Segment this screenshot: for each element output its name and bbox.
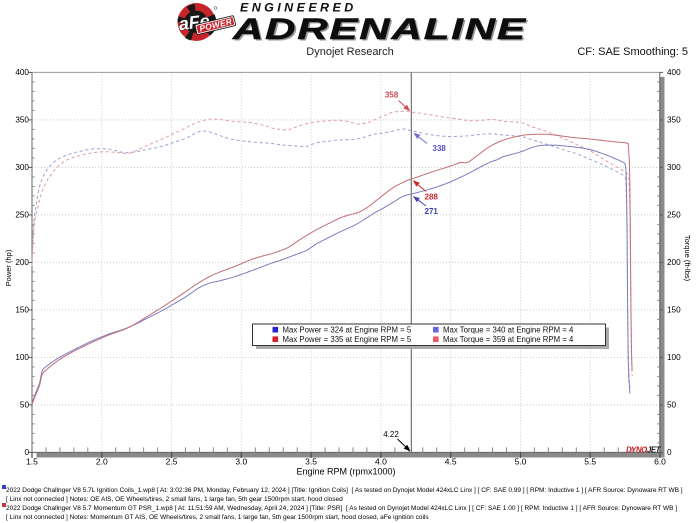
svg-text:Torque (ft-lbs): Torque (ft-lbs) — [683, 235, 692, 282]
svg-text:350: 350 — [667, 116, 681, 125]
svg-text:6.0: 6.0 — [654, 457, 666, 467]
svg-text:2.0: 2.0 — [96, 457, 108, 467]
svg-text:288: 288 — [425, 193, 439, 202]
svg-text:200: 200 — [15, 258, 29, 267]
svg-text:400: 400 — [667, 68, 681, 77]
svg-text:3.5: 3.5 — [305, 457, 317, 467]
svg-text:Power (hp): Power (hp) — [4, 249, 13, 286]
svg-text:DYNOJET: DYNOJET — [626, 446, 662, 455]
svg-text:4.5: 4.5 — [445, 457, 457, 467]
svg-text:200: 200 — [667, 258, 681, 267]
svg-text:0: 0 — [667, 448, 672, 457]
svg-text:338: 338 — [433, 144, 447, 153]
svg-text:50: 50 — [667, 401, 677, 410]
svg-text:358: 358 — [385, 91, 399, 100]
svg-text:100: 100 — [667, 353, 681, 362]
svg-text:Engine RPM (rpmx1000): Engine RPM (rpmx1000) — [296, 467, 395, 477]
svg-text:Max Power = 335 at Engine RPM: Max Power = 335 at Engine RPM = 5 — [283, 335, 412, 344]
svg-text:250: 250 — [15, 211, 29, 220]
svg-text:Max Power = 324 at Engine RPM: Max Power = 324 at Engine RPM = 5 — [283, 326, 412, 335]
svg-text:50: 50 — [20, 401, 30, 410]
svg-text:271: 271 — [425, 207, 439, 216]
svg-text:350: 350 — [15, 116, 29, 125]
svg-text:5.0: 5.0 — [515, 457, 527, 467]
svg-text:400: 400 — [15, 68, 29, 77]
svg-text:1.5: 1.5 — [26, 457, 38, 467]
svg-text:300: 300 — [667, 163, 681, 172]
svg-text:Max Torque = 340 at Engine RPM: Max Torque = 340 at Engine RPM = 4 — [443, 326, 574, 335]
svg-text:5.5: 5.5 — [584, 457, 596, 467]
svg-text:250: 250 — [667, 211, 681, 220]
svg-text:300: 300 — [15, 163, 29, 172]
svg-text:0: 0 — [24, 448, 29, 457]
svg-text:4.22: 4.22 — [383, 430, 399, 439]
svg-text:Max Torque = 359 at Engine RPM: Max Torque = 359 at Engine RPM = 4 — [443, 335, 574, 344]
svg-text:4.0: 4.0 — [375, 457, 387, 467]
svg-text:3.0: 3.0 — [235, 457, 247, 467]
svg-text:2.5: 2.5 — [166, 457, 178, 467]
svg-text:150: 150 — [15, 306, 29, 315]
svg-text:150: 150 — [667, 306, 681, 315]
svg-text:100: 100 — [15, 353, 29, 362]
